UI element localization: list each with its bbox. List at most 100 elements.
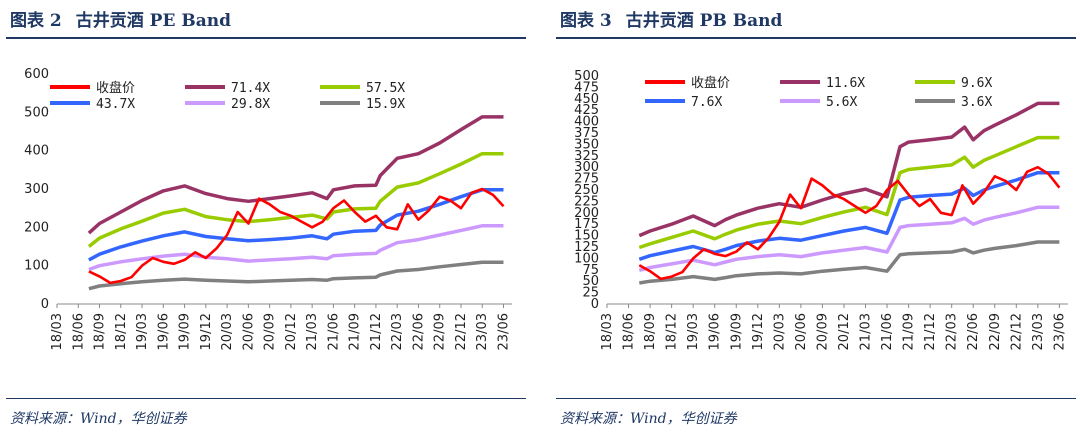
legend-label: 11.6X	[826, 76, 865, 91]
band-line-43-7X	[88, 188, 504, 262]
band-line-71-4X	[87, 115, 504, 235]
price-line	[88, 187, 505, 285]
x-tick-label: 18/03	[600, 313, 615, 350]
y-tick-label: 475	[574, 80, 599, 95]
x-tick-label: 22/06	[966, 313, 981, 350]
x-tick-label: 22/03	[390, 313, 405, 350]
y-tick-label: 350	[574, 137, 599, 152]
x-tick-label: 22/12	[454, 313, 469, 350]
y-tick-label: 0	[41, 297, 49, 312]
title-rule	[6, 37, 526, 39]
y-tick-label: 200	[24, 220, 49, 235]
chart-title: 古井贡酒 PB Band	[625, 11, 783, 31]
x-tick-label: 18/06	[71, 313, 86, 350]
y-tick-label: 450	[574, 92, 599, 107]
x-tick-label: 18/12	[665, 313, 680, 350]
figure-label: 图表 2	[10, 11, 62, 31]
band-line-3-6X	[639, 240, 1060, 285]
price-line	[638, 165, 1061, 281]
y-tick-label: 150	[574, 229, 599, 244]
x-tick-label: 19/09	[178, 313, 193, 350]
legend-label: 7.6X	[691, 95, 722, 110]
x-tick-label: 18/09	[643, 313, 658, 350]
chart-title: 古井贡酒 PE Band	[75, 11, 231, 31]
x-tick-label: 19/06	[156, 313, 171, 350]
y-tick-label: 200	[574, 206, 599, 221]
y-tick-label: 325	[574, 149, 599, 164]
y-tick-label: 125	[574, 240, 599, 255]
panel-title: 图表 3 古井贡酒 PB Band	[560, 6, 796, 31]
y-tick-label: 400	[574, 115, 599, 130]
y-tick-label: 600	[24, 67, 49, 82]
x-tick-label: 19/03	[135, 313, 150, 350]
y-tick-label: 0	[591, 297, 599, 312]
x-tick-label: 21/06	[326, 313, 341, 350]
footer-rule	[556, 398, 1076, 399]
band-line-11-6X	[638, 101, 1060, 238]
x-tick-label: 18/09	[93, 313, 108, 350]
legend-label: 29.8X	[231, 97, 270, 112]
x-tick-label: 23/06	[1052, 313, 1067, 350]
y-tick-label: 275	[574, 172, 599, 187]
source-note: 资料来源：Wind，华创证券	[560, 411, 737, 427]
x-tick-label: 20/03	[220, 313, 235, 350]
y-tick-label: 25	[582, 286, 599, 301]
x-tick-label: 23/03	[1031, 313, 1046, 350]
x-tick-label: 21/12	[369, 313, 384, 350]
x-tick-label: 23/06	[496, 313, 511, 350]
band-line-9-6X	[638, 135, 1060, 250]
x-tick-label: 22/09	[988, 313, 1003, 350]
y-tick-label: 500	[574, 69, 599, 84]
x-tick-label: 22/12	[1009, 313, 1024, 350]
x-tick-label: 23/03	[475, 313, 490, 350]
x-tick-label: 19/09	[729, 313, 744, 350]
x-tick-label: 18/03	[50, 313, 65, 350]
figure-label: 图表 3	[560, 11, 612, 31]
y-tick-label: 400	[24, 144, 49, 159]
band-line-5-6X	[638, 205, 1060, 272]
y-tick-label: 100	[574, 251, 599, 266]
x-tick-label: 20/09	[815, 313, 830, 350]
legend-label: 15.9X	[366, 97, 405, 112]
pb-band-panel: 图表 3 古井贡酒 PB Band 0 25 50 75 100 125 150 175 200 2…	[550, 0, 1080, 440]
x-tick-label: 21/03	[859, 313, 874, 350]
x-tick-label: 22/06	[411, 313, 426, 350]
y-tick-label: 300	[24, 182, 49, 197]
x-tick-label: 19/12	[751, 313, 766, 350]
x-tick-label: 20/06	[794, 313, 809, 350]
y-tick-label: 50	[582, 274, 599, 289]
pe-band-chart: 0 100 200 300 400 500 600 18/03 18/06 18/09 18/12 1…	[24, 67, 512, 350]
footer-rule	[6, 398, 526, 399]
x-tick-label: 20/03	[772, 313, 787, 350]
y-tick-label: 375	[574, 126, 599, 141]
legend-label: 43.7X	[96, 97, 135, 112]
legend-label: 71.4X	[231, 81, 270, 96]
legend-label: 5.6X	[826, 95, 857, 110]
legend-label: 57.5X	[366, 81, 405, 96]
y-tick-label: 425	[574, 103, 599, 118]
x-tick-label: 19/06	[708, 313, 723, 350]
legend-label: 收盘价	[96, 80, 135, 96]
x-tick-label: 20/06	[241, 313, 256, 350]
x-tick-label: 21/06	[880, 313, 895, 350]
y-tick-label: 225	[574, 194, 599, 209]
y-tick-label: 300	[574, 160, 599, 175]
x-tick-label: 20/12	[284, 313, 299, 350]
pe-band-panel: 图表 2 古井贡酒 PE Band 0 100 200 300 400 500 600 18/0…	[0, 0, 530, 440]
band-line-15-9X	[88, 260, 504, 291]
x-tick-label: 19/12	[199, 313, 214, 350]
y-tick-label: 75	[582, 263, 599, 278]
legend-label: 9.6X	[961, 76, 992, 91]
legend-label: 收盘价	[691, 75, 730, 91]
y-tick-label: 100	[24, 259, 49, 274]
legend-label: 3.6X	[961, 95, 992, 110]
source-note: 资料来源：Wind，华创证券	[10, 411, 187, 427]
x-tick-label: 22/09	[433, 313, 448, 350]
x-tick-label: 22/03	[945, 313, 960, 350]
x-tick-label: 21/12	[923, 313, 938, 350]
panel-title: 图表 2 古井贡酒 PE Band	[10, 6, 245, 31]
title-rule	[556, 37, 1076, 39]
band-line-29-8X	[88, 224, 504, 272]
y-tick-label: 175	[574, 217, 599, 232]
y-tick-label: 500	[24, 105, 49, 120]
